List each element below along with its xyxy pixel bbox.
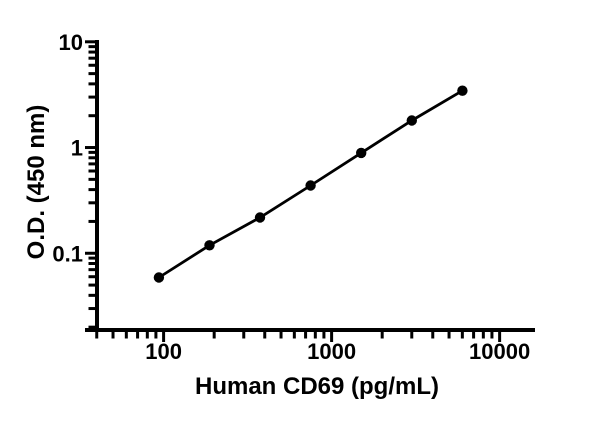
- data-point: [153, 272, 165, 283]
- data-point: [406, 115, 417, 126]
- data-point: [254, 212, 266, 223]
- x-axis-ticks: [95, 330, 502, 342]
- data-point: [305, 180, 316, 191]
- x-tick-label: 10000: [469, 339, 530, 364]
- y-tick-label: 10: [59, 30, 83, 55]
- x-axis-title: Human CD69 (pg/mL): [195, 373, 439, 400]
- y-tick-label: 1: [71, 136, 83, 161]
- y-axis-tick-labels: 0.1 1 10: [52, 30, 83, 266]
- data-point: [356, 147, 367, 159]
- data-series: [153, 85, 468, 283]
- axes: [85, 40, 535, 332]
- x-tick-label: 1000: [307, 339, 356, 364]
- y-axis-title: O.D. (450 nm): [23, 105, 50, 260]
- y-tick-label: 0.1: [52, 241, 83, 266]
- data-point: [204, 240, 215, 251]
- x-tick-label: 100: [145, 339, 182, 364]
- y-axis-ticks: [85, 40, 97, 329]
- x-axis-tick-labels: 100 1000 10000: [145, 339, 530, 364]
- data-point: [457, 85, 468, 96]
